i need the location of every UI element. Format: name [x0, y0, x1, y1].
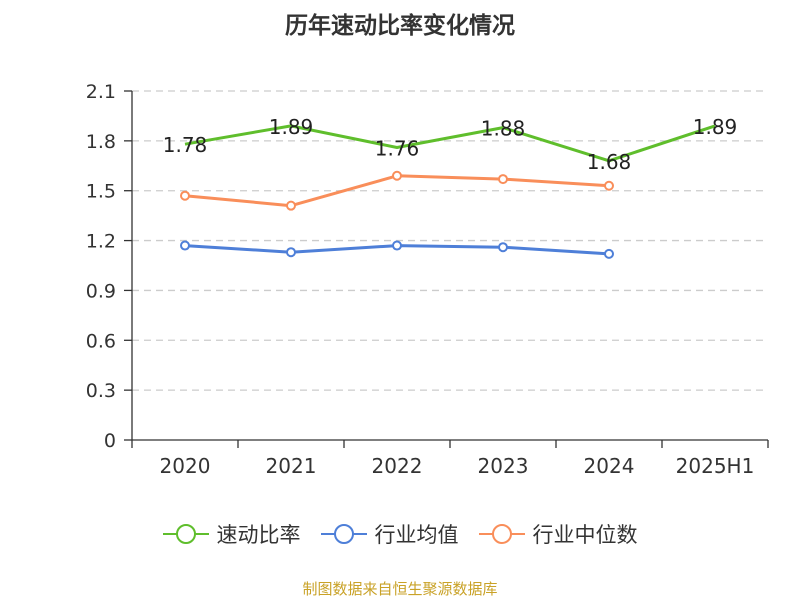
legend-item-industry-mean[interactable]: 行业均值 — [320, 519, 459, 549]
legend-label: 速动比率 — [216, 523, 301, 547]
data-point — [604, 248, 614, 259]
axes: 2.1 1.8 1.5 1.2 0.9 0.6 0.3 0 2020 2021 2022 2023 20… — [86, 81, 769, 478]
data-point — [286, 200, 296, 211]
y-tick-label: 2.1 — [86, 81, 116, 103]
legend-item-industry-median[interactable]: 行业中位数 — [478, 519, 638, 549]
data-point — [498, 242, 508, 253]
legend-label: 行业中位数 — [532, 523, 638, 547]
data-point — [604, 180, 614, 191]
data-label: 1.68 — [587, 150, 632, 174]
data-point — [392, 240, 402, 251]
data-label: 1.78 — [163, 133, 208, 157]
legend-line-icon — [320, 524, 367, 544]
y-tick-label: 0.6 — [86, 330, 116, 352]
x-tick-label: 2023 — [478, 454, 529, 478]
source-note: 制图数据来自恒生聚源数据库 — [302, 580, 498, 598]
x-tick-label: 2021 — [266, 454, 317, 478]
data-point — [286, 247, 296, 258]
data-label: 1.89 — [693, 115, 738, 139]
x-tick-label: 2024 — [584, 454, 635, 478]
y-tick-label: 1.5 — [86, 181, 116, 203]
y-tick-label: 1.2 — [86, 231, 116, 253]
data-label: 1.89 — [269, 115, 314, 139]
data-labels: 1.78 1.89 1.76 1.88 1.68 1.89 — [163, 115, 738, 174]
data-label: 1.88 — [481, 117, 526, 141]
y-tick-label: 0 — [104, 430, 116, 452]
series-line — [184, 124, 716, 163]
data-point — [180, 190, 190, 201]
legend-item-quick-ratio[interactable]: 速动比率 — [162, 519, 301, 549]
data-label: 1.76 — [375, 137, 420, 161]
data-point — [498, 174, 508, 185]
legend: 速动比率 行业均值 行业中位数 — [0, 519, 800, 549]
x-tick-label: 2022 — [372, 454, 423, 478]
legend-line-icon — [478, 524, 525, 544]
y-tick-label: 1.8 — [86, 131, 116, 153]
y-tick-label: 0.3 — [86, 380, 116, 402]
data-point — [392, 170, 402, 181]
legend-line-icon — [162, 524, 209, 544]
grid-lines — [132, 90, 768, 391]
x-tick-label: 2020 — [160, 454, 211, 478]
legend-label: 行业均值 — [374, 523, 459, 547]
chart-title: 历年速动比率变化情况 — [285, 13, 515, 39]
data-point — [180, 240, 190, 251]
series-lines — [180, 124, 716, 259]
y-tick-label: 0.9 — [86, 280, 116, 302]
x-tick-label: 2025H1 — [676, 454, 755, 478]
